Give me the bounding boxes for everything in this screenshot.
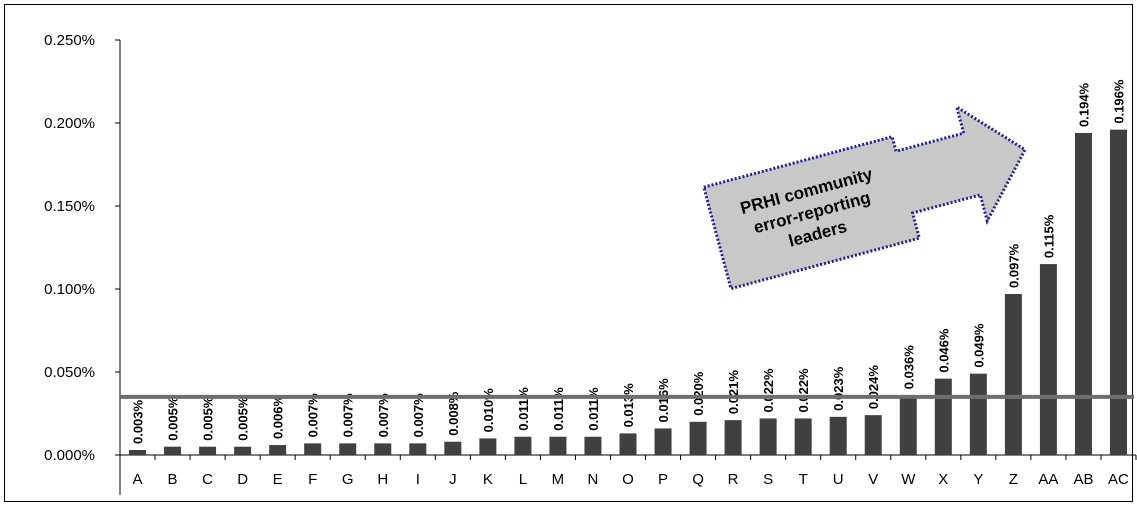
bar <box>1109 129 1127 455</box>
bar <box>759 418 777 455</box>
data-label: 0.010% <box>481 388 496 433</box>
x-tick-label: B <box>168 471 178 488</box>
axes: 0.000%0.050%0.100%0.150%0.200%0.250%A B C D… <box>44 32 1137 495</box>
x-tick-label: N <box>588 471 599 488</box>
data-label: 0.003% <box>131 399 146 444</box>
x-tick-label: S <box>763 471 773 488</box>
x-tick-label: V <box>868 471 878 488</box>
data-label: 0.024% <box>866 365 881 410</box>
bar <box>584 436 602 455</box>
bar <box>654 428 672 455</box>
x-tick-label: AB <box>1073 471 1093 488</box>
x-tick-label: O <box>622 471 634 488</box>
data-label: 0.049% <box>971 323 986 368</box>
data-label: 0.011% <box>586 387 601 431</box>
data-label: 0.008% <box>446 391 461 436</box>
x-tick-label: P <box>658 471 668 488</box>
x-tick-label: AC <box>1108 471 1129 488</box>
bar <box>234 446 252 455</box>
bar <box>304 443 322 455</box>
bar <box>164 446 182 455</box>
bar <box>1004 293 1022 455</box>
data-label: 0.115% <box>1041 214 1056 258</box>
bar <box>1039 264 1057 455</box>
data-label: 0.194% <box>1076 82 1091 127</box>
bar <box>374 443 392 455</box>
data-label: 0.013% <box>621 383 636 428</box>
data-label: 0.005% <box>236 396 251 441</box>
data-label: 0.196% <box>1111 79 1126 124</box>
y-tick-label: 0.050% <box>44 364 95 381</box>
y-tick-label: 0.250% <box>44 32 95 49</box>
bar <box>514 436 532 455</box>
y-tick-label: 0.100% <box>44 281 95 298</box>
data-label: 0.020% <box>691 371 706 416</box>
bar <box>689 421 707 455</box>
bar <box>129 450 147 455</box>
data-label: 0.097% <box>1006 243 1021 288</box>
bar <box>269 445 287 455</box>
bar <box>1074 132 1092 455</box>
x-tick-label: D <box>237 471 248 488</box>
data-label: 0.007% <box>306 393 321 438</box>
data-label: 0.007% <box>411 393 426 438</box>
x-tick-label: Q <box>692 471 704 488</box>
data-label: 0.011% <box>551 387 566 431</box>
callout-annotation: PRHI community error-reporting leaders <box>701 103 1028 291</box>
y-tick-label: 0.000% <box>44 447 95 464</box>
x-tick-label: Z <box>1009 471 1018 488</box>
data-label: 0.005% <box>201 396 216 441</box>
y-tick-label: 0.200% <box>44 115 95 132</box>
bar <box>199 446 217 455</box>
x-tick-label: W <box>901 471 916 488</box>
bar <box>339 443 357 455</box>
x-tick-label: R <box>728 471 739 488</box>
y-tick-label: 0.150% <box>44 198 95 215</box>
x-tick-label: G <box>342 471 354 488</box>
bar <box>619 433 637 455</box>
bar <box>479 438 497 455</box>
x-tick-label: T <box>799 471 808 488</box>
data-label: 0.005% <box>166 396 181 441</box>
x-tick-label: J <box>449 471 457 488</box>
bar <box>549 436 567 455</box>
bar <box>934 378 952 455</box>
data-label: 0.021% <box>726 370 741 415</box>
data-label: 0.022% <box>796 368 811 413</box>
data-label: 0.007% <box>376 393 391 438</box>
x-tick-label: L <box>519 471 527 488</box>
x-tick-label: H <box>377 471 388 488</box>
data-label: 0.006% <box>271 395 286 440</box>
bar <box>899 395 917 455</box>
bar <box>409 443 427 455</box>
x-tick-label: M <box>552 471 565 488</box>
bar <box>864 415 882 455</box>
x-tick-label: I <box>416 471 420 488</box>
x-tick-label: AA <box>1038 471 1058 488</box>
bar <box>724 420 742 455</box>
data-label: 0.036% <box>901 345 916 390</box>
x-tick-label: U <box>833 471 844 488</box>
bar <box>444 441 462 455</box>
bar <box>794 418 812 455</box>
data-label: 0.022% <box>761 368 776 413</box>
data-label: 0.007% <box>341 393 356 438</box>
x-tick-label: A <box>133 471 143 488</box>
x-tick-label: E <box>273 471 283 488</box>
data-label: 0.011% <box>516 387 531 431</box>
data-label: 0.016% <box>656 378 671 423</box>
bar <box>969 373 987 455</box>
x-tick-label: Y <box>973 471 983 488</box>
x-tick-label: F <box>308 471 317 488</box>
x-tick-label: C <box>202 471 213 488</box>
bar <box>829 416 847 455</box>
x-tick-label: K <box>483 471 493 488</box>
data-label: 0.023% <box>831 366 846 411</box>
callout-arrow-shape <box>701 103 1028 291</box>
data-label: 0.046% <box>936 328 951 373</box>
x-tick-label: X <box>938 471 948 488</box>
